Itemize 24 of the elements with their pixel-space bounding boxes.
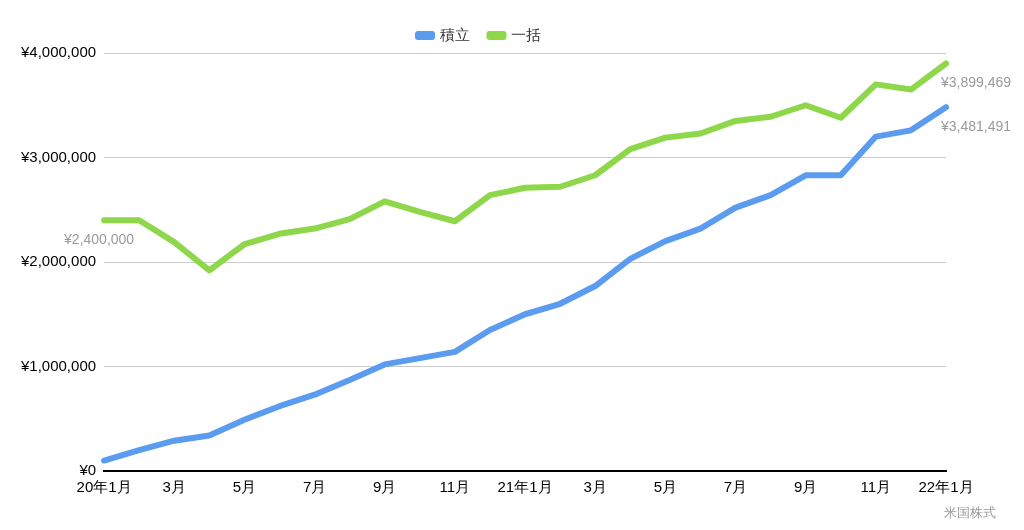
data-label: ¥3,899,469 (940, 74, 1012, 91)
x-tick-label: 9月 (373, 478, 397, 496)
legend-label: 積立 (439, 25, 470, 43)
text: 米国株式 (944, 505, 996, 521)
x-tick-label: 5月 (653, 478, 678, 496)
y-tick-label: ¥1,000,000 (20, 356, 97, 374)
data-label: ¥2,400,000 (63, 231, 135, 248)
x-tick-label: 5月 (232, 478, 257, 496)
x-tick-label: 22年1月 (918, 478, 974, 496)
x-tick-label: 3月 (583, 478, 607, 496)
y-tick-label: ¥3,000,000 (20, 147, 97, 165)
y-tick-label: ¥0 (78, 461, 97, 479)
x-tick-label: 7月 (723, 478, 748, 496)
x-tick-label: 3月 (162, 478, 186, 496)
y-tick-label: ¥2,000,000 (20, 252, 97, 270)
y-tick-label: ¥4,000,000 (20, 43, 97, 61)
legend-label: 一括 (511, 25, 541, 43)
x-tick-label: 20年1月 (76, 478, 132, 496)
x-tick-label: 7月 (302, 478, 327, 496)
data-label: ¥3,481,491 (940, 118, 1012, 135)
x-tick-label: 11月 (439, 478, 471, 496)
x-tick-label: 11月 (860, 478, 892, 496)
x-tick-label: 9月 (794, 478, 818, 496)
x-tick-label: 21年1月 (497, 478, 553, 496)
